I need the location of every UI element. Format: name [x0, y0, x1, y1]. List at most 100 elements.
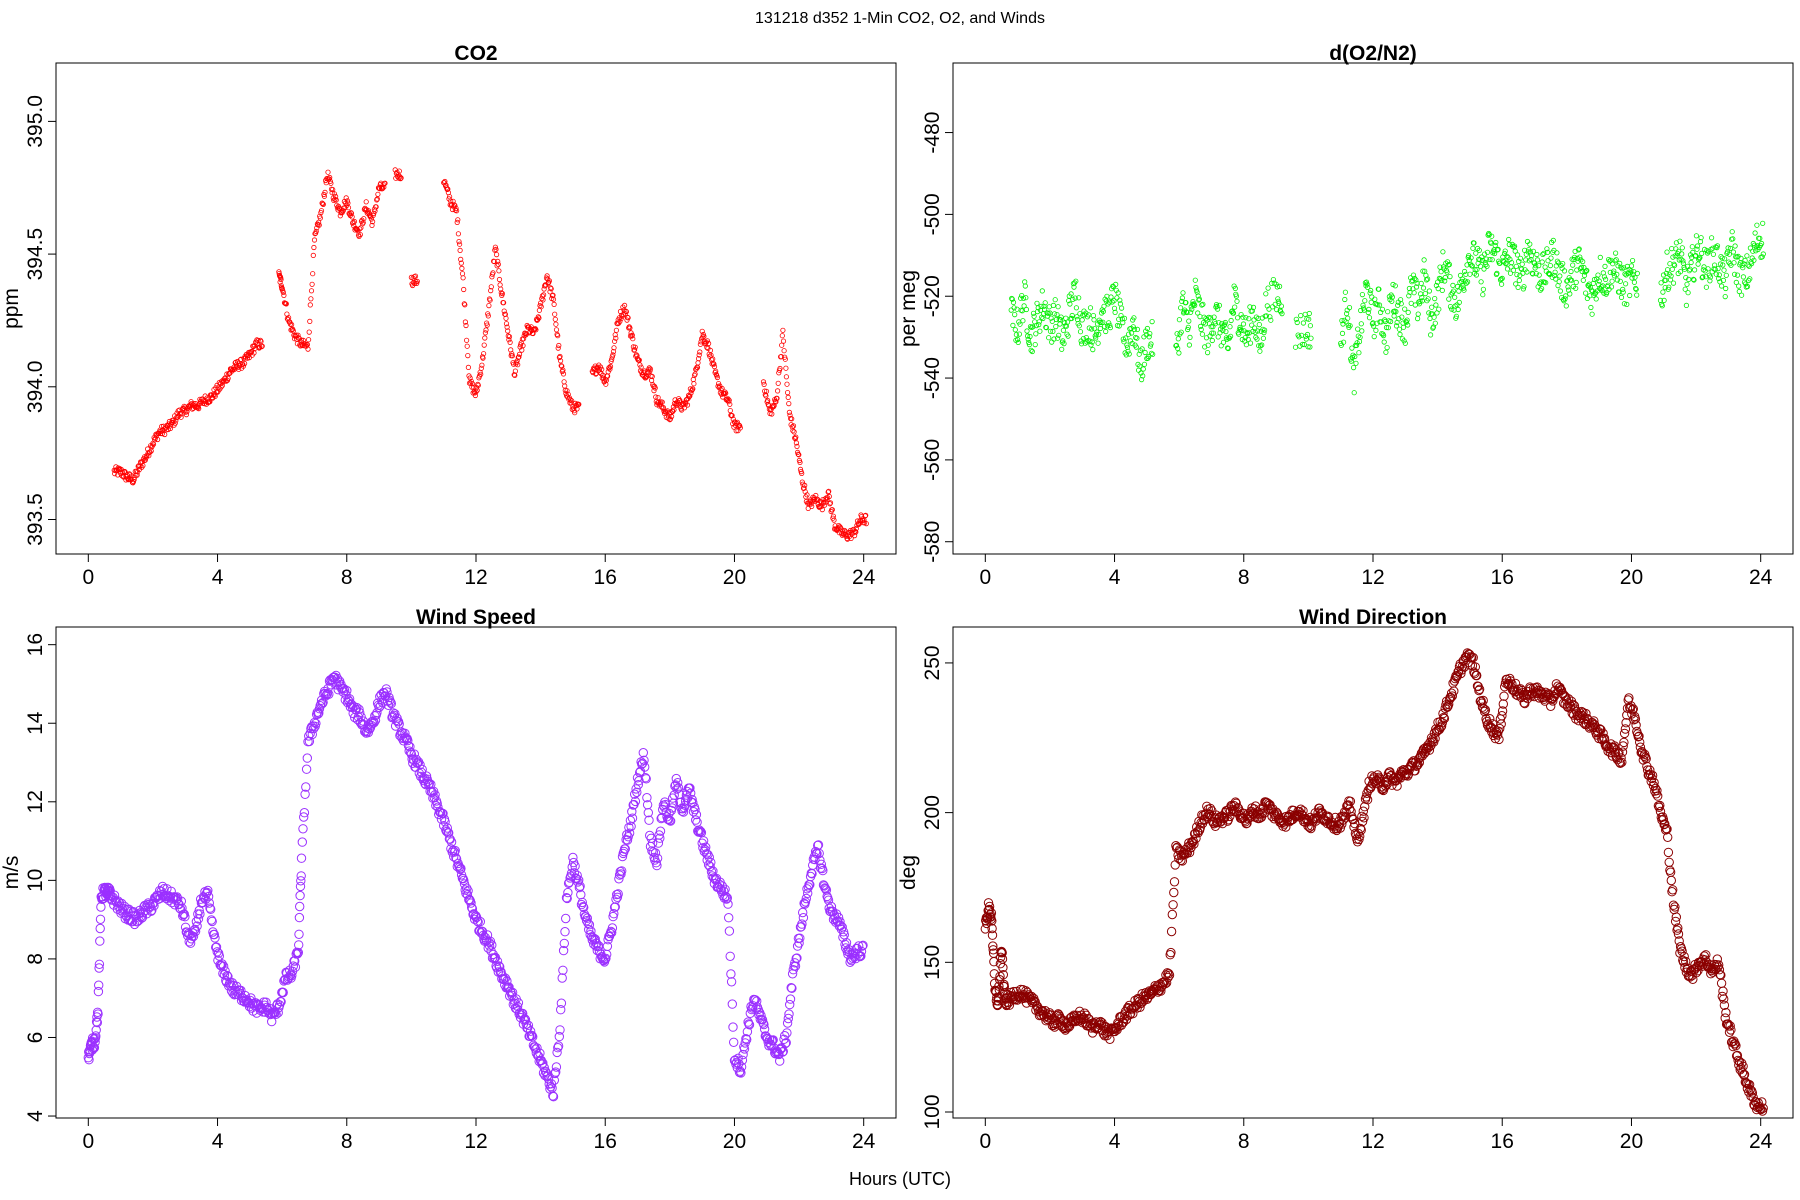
o2-data-point	[1759, 254, 1765, 260]
o2-data-point	[1235, 315, 1241, 321]
co2-data-point	[540, 297, 546, 303]
wind-direction-data-point	[1167, 909, 1178, 920]
wind-direction-data-point	[1716, 970, 1726, 980]
o2-data-point	[1669, 266, 1675, 272]
o2-data-point	[1473, 272, 1480, 278]
o2-data-point	[1513, 263, 1519, 269]
o2-data-point	[1240, 321, 1247, 327]
o2-data-point	[1722, 256, 1728, 262]
o2-data-point	[1561, 268, 1568, 274]
o2-data-point	[1039, 288, 1045, 294]
co2-data-point	[507, 339, 513, 345]
o2-data-point	[1042, 300, 1048, 306]
co2-data-point	[761, 381, 767, 387]
co2-data-point	[238, 356, 244, 362]
wind-speed-data-point	[93, 1009, 103, 1019]
co2-data-point	[251, 350, 257, 356]
o2-data-point	[1734, 272, 1741, 278]
o2-data-point	[1088, 342, 1094, 348]
o2-data-point	[1384, 344, 1390, 351]
co2-data-point	[500, 300, 507, 306]
o2-data-point	[1014, 336, 1021, 343]
co2-data-point	[509, 351, 515, 357]
co2-data-point	[781, 348, 787, 354]
co2-data-point	[773, 399, 779, 405]
o2-data-point	[1515, 284, 1521, 290]
o2-data-point	[1178, 329, 1184, 335]
o2-data-point	[1670, 280, 1677, 286]
o2-data-point	[1119, 305, 1125, 311]
co2-data-point	[310, 271, 316, 277]
o2-data-point	[1614, 277, 1621, 283]
co2-data-point	[455, 231, 461, 237]
o2-data-point	[1134, 326, 1141, 332]
o2-data-point	[1053, 323, 1059, 330]
o2-data-point	[1525, 249, 1531, 255]
co2-data-point	[469, 381, 476, 387]
o2-data-point	[1750, 248, 1756, 254]
wind-speed-data-point	[204, 898, 215, 908]
o2-data-point	[1250, 304, 1257, 310]
o2-data-point	[1296, 334, 1302, 340]
o2-data-point	[1658, 280, 1664, 286]
o2-data-point	[1361, 305, 1367, 311]
o2-data-point	[1362, 298, 1368, 304]
co2-data-point	[125, 477, 131, 483]
o2-data-point	[1453, 313, 1460, 319]
o2-data-point	[1060, 327, 1067, 333]
o2-data-point	[1460, 285, 1467, 291]
co2-data-point	[760, 379, 767, 385]
o2-data-point	[1744, 253, 1750, 259]
o2-data-point	[1629, 275, 1635, 281]
co2-data-point	[779, 342, 785, 348]
o2-data-point	[1682, 286, 1688, 292]
o2-data-point	[1183, 299, 1189, 306]
co2-data-point	[178, 414, 184, 420]
o2-data-point	[1093, 331, 1099, 337]
co2-data-point	[350, 219, 356, 225]
wind-speed-y-tick-label: 8	[24, 953, 47, 965]
co2-data-point	[701, 333, 707, 339]
o2-data-point	[1456, 299, 1462, 305]
wind-speed-data-point	[177, 903, 187, 913]
wind-speed-data-point	[339, 685, 350, 696]
o2-data-point	[1239, 327, 1245, 333]
co2-data-point	[462, 302, 468, 308]
o2-data-point	[1042, 306, 1048, 312]
co2-data-point	[830, 513, 837, 519]
co2-data-point	[325, 169, 331, 175]
co2-data-point	[485, 313, 491, 319]
o2-data-point	[1465, 279, 1471, 285]
o2-data-point	[1680, 258, 1686, 264]
o2-data-point	[1595, 272, 1601, 278]
o2-data-point	[1698, 235, 1704, 241]
o2-data-point	[1720, 277, 1727, 283]
co2-data-point	[652, 385, 658, 391]
o2-data-point	[1412, 275, 1418, 282]
o2-data-point	[1140, 373, 1146, 379]
wind-speed-data-point	[563, 887, 573, 898]
wind-speed-data-point	[406, 749, 417, 759]
o2-data-point	[1214, 303, 1220, 309]
o2-data-point	[1150, 351, 1156, 357]
co2-data-point	[780, 327, 786, 333]
o2-data-point	[1577, 254, 1583, 260]
o2-data-point	[1517, 255, 1524, 261]
o2-data-point	[1544, 246, 1550, 252]
co2-data-point	[491, 258, 497, 265]
o2-data-point	[1391, 313, 1397, 319]
wind-speed-data-point	[207, 916, 217, 927]
co2-data-point	[509, 353, 516, 359]
o2-data-point	[1442, 274, 1448, 281]
wind-speed-data-point	[352, 702, 362, 713]
o2-data-point	[1263, 291, 1269, 297]
co2-data-point	[456, 239, 462, 245]
co2-data-point	[357, 226, 363, 232]
o2-data-point	[1116, 323, 1122, 329]
co2-data-point	[565, 391, 571, 397]
wind-speed-data-point	[298, 824, 308, 834]
co2-data-point	[503, 315, 509, 321]
o2-data-point	[1667, 277, 1674, 283]
o2-data-point	[1728, 262, 1734, 268]
wind-direction-data-point	[1718, 986, 1728, 996]
